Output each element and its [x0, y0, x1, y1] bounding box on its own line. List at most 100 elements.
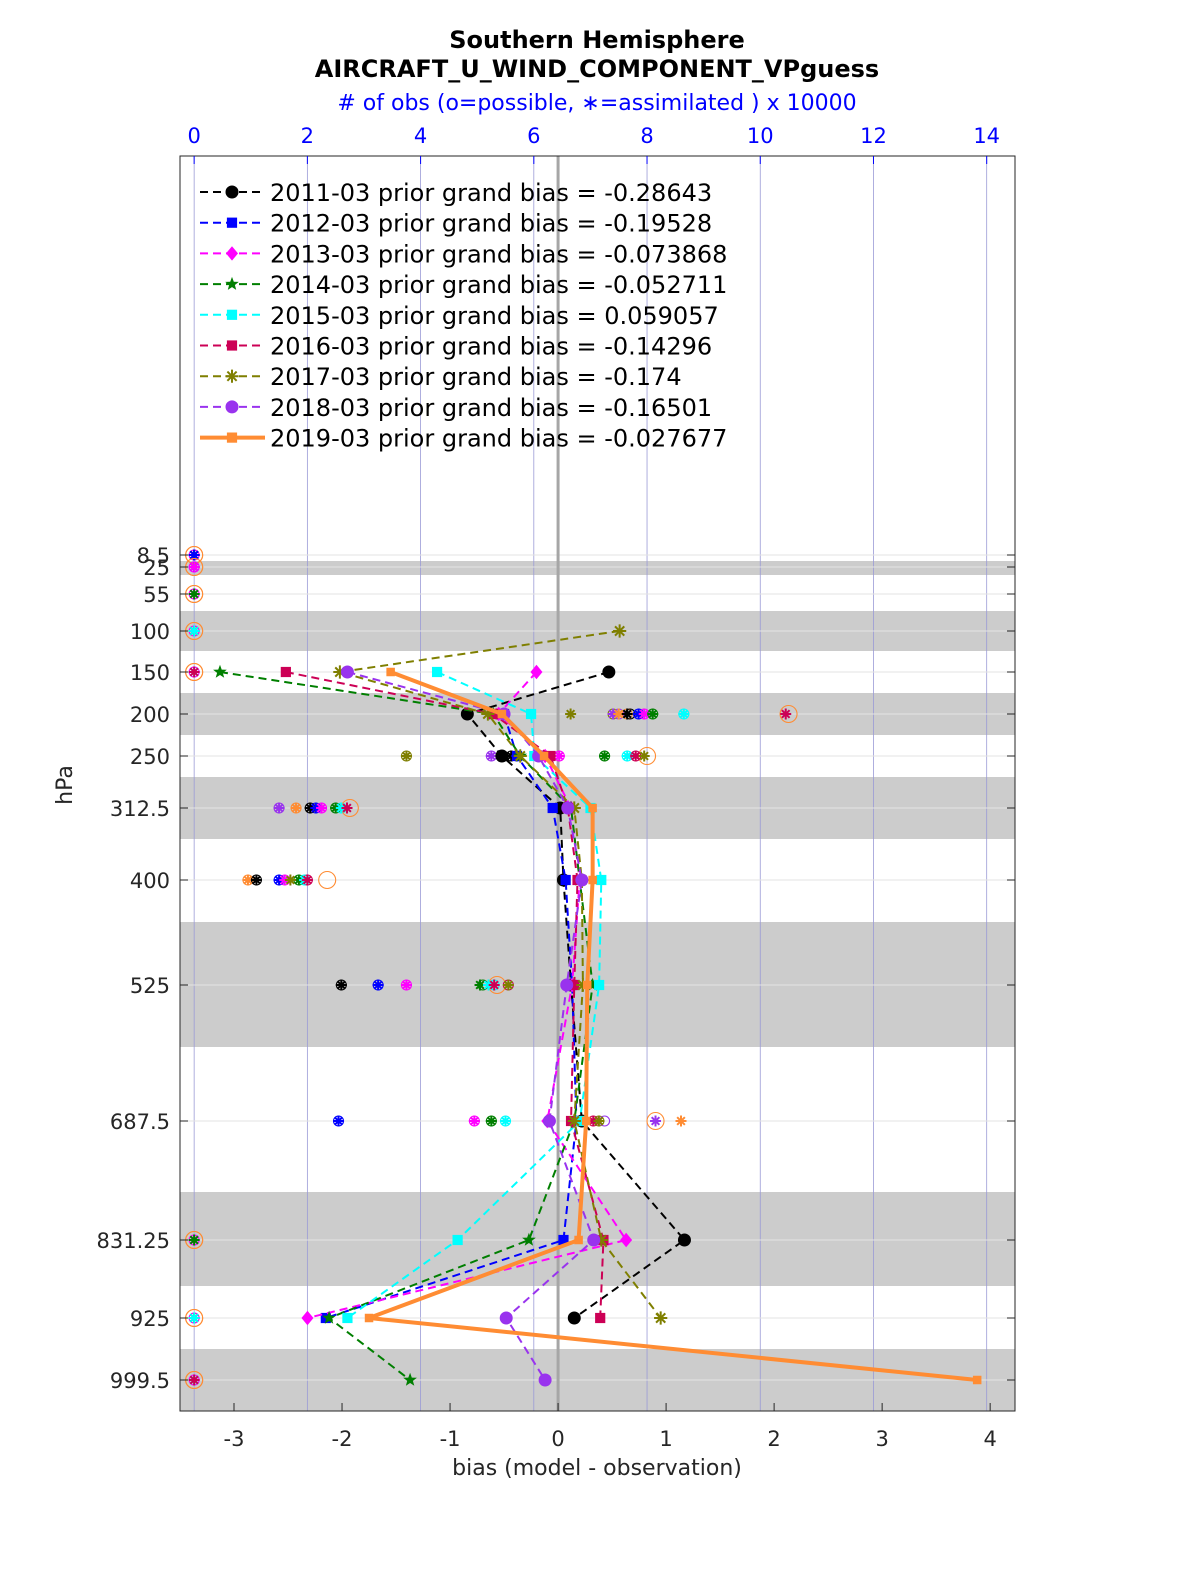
top-x-tick-label: 8	[640, 124, 653, 148]
y-tick-label: 400	[130, 869, 170, 893]
obs-possible-marker	[318, 870, 337, 890]
series-point	[602, 665, 616, 679]
series-line	[219, 671, 594, 1381]
y-tick-label: 8.5	[137, 544, 170, 568]
obs-assimilated-marker	[188, 666, 200, 678]
legend-label: 2015-03 prior grand bias = 0.059057	[270, 302, 719, 330]
legend-label: 2018-03 prior grand bias = -0.16501	[270, 394, 712, 422]
series-point	[558, 1234, 569, 1246]
series-point	[596, 874, 607, 886]
series-point	[567, 1114, 581, 1128]
obs-assimilated-marker	[273, 802, 285, 814]
legend-marker	[226, 217, 238, 228]
series-line	[325, 713, 578, 1319]
obs-assimilated-marker	[565, 708, 577, 720]
series-point	[569, 979, 580, 991]
series-point	[594, 979, 605, 991]
obs-assimilated-marker	[593, 1115, 605, 1127]
x-tick-label: -1	[440, 1427, 461, 1451]
series-point	[582, 980, 592, 990]
legend-label: 2016-03 prior grand bias = -0.14296	[270, 333, 712, 361]
obs-assimilated-marker	[188, 1234, 200, 1246]
y-tick-label: 312.5	[110, 797, 170, 821]
series-point	[386, 667, 395, 677]
obs-assimilated-marker	[650, 1115, 662, 1127]
obs-possible-marker	[779, 704, 798, 724]
series-point	[547, 802, 558, 814]
series-point	[322, 1310, 336, 1324]
legend-label: 2014-03 prior grand bias = -0.052711	[270, 271, 727, 299]
series-point	[333, 665, 347, 679]
series-point	[560, 978, 574, 992]
obs-count-markers	[185, 545, 798, 1390]
legend-label: 2011-03 prior grand bias = -0.28643	[270, 179, 712, 207]
obs-assimilated-marker	[372, 979, 384, 991]
series-point	[972, 1375, 982, 1385]
legend-label: 2012-03 prior grand bias = -0.19528	[270, 210, 712, 238]
obs-assimilated-marker	[333, 1115, 345, 1127]
series-point	[588, 803, 597, 813]
obs-assimilated-marker	[335, 979, 347, 991]
obs-assimilated-marker	[587, 1115, 599, 1127]
y-axis-label: hPa	[53, 765, 78, 805]
y-tick-label: 100	[130, 620, 170, 644]
obs-assimilated-marker	[621, 750, 633, 762]
series-point	[340, 665, 354, 679]
series-point	[620, 1232, 633, 1248]
series-point	[539, 751, 549, 761]
obs-assimilated-marker	[188, 1312, 200, 1324]
grid-lines	[180, 155, 1015, 1411]
obs-assimilated-marker	[304, 802, 316, 814]
series-6	[333, 624, 668, 1325]
obs-assimilated-marker	[638, 750, 650, 762]
obs-assimilated-marker	[273, 874, 285, 886]
obs-assimilated-marker	[250, 874, 262, 886]
series-point	[567, 1311, 581, 1325]
legend-marker	[225, 276, 239, 290]
obs-possible-marker	[646, 1111, 665, 1131]
series-point	[576, 978, 590, 992]
series-8	[364, 667, 982, 1385]
obs-assimilated-marker	[316, 802, 328, 814]
legend-marker	[225, 185, 239, 199]
obs-assimilated-marker	[675, 1115, 687, 1127]
obs-assimilated-marker	[188, 588, 200, 600]
obs-assimilated-marker	[630, 750, 642, 762]
series-point	[594, 1233, 608, 1247]
legend-marker	[225, 400, 239, 414]
series-point	[513, 749, 527, 763]
series-line	[339, 630, 662, 1319]
obs-assimilated-marker	[400, 979, 412, 991]
obs-assimilated-marker	[188, 625, 200, 637]
y-tick-label: 200	[130, 703, 170, 727]
series-point	[301, 1310, 314, 1326]
plot-frame	[179, 155, 1016, 1412]
series-point	[574, 1235, 583, 1245]
obs-assimilated-marker	[485, 1115, 497, 1127]
y-tick-label: 925	[130, 1307, 170, 1331]
obs-assimilated-marker	[500, 1115, 512, 1127]
series-point	[581, 1116, 591, 1126]
series-line	[346, 671, 603, 1319]
obs-assimilated-marker	[678, 708, 690, 720]
y-tick-label: 250	[130, 745, 170, 769]
series-point	[587, 1233, 601, 1247]
obs-assimilated-marker	[502, 979, 514, 991]
y-tick-label: 525	[130, 974, 170, 998]
x-tick-label: -2	[332, 1427, 353, 1451]
chart-subtitle: AIRCRAFT_U_WIND_COMPONENT_VPguess	[315, 55, 879, 83]
legend-marker	[226, 246, 238, 261]
obs-assimilated-marker	[633, 708, 645, 720]
top-x-tick-label: 6	[527, 124, 540, 148]
series-point	[530, 664, 543, 680]
top-x-tick-label: 4	[414, 124, 427, 148]
x-axis-label: bias (model - observation)	[452, 1456, 742, 1481]
series-point	[499, 1311, 513, 1325]
obs-assimilated-marker	[647, 708, 659, 720]
legend-marker	[225, 369, 239, 383]
x-tick-label: 3	[875, 1427, 888, 1451]
chart-title: Southern Hemisphere	[449, 26, 745, 54]
obs-assimilated-marker	[505, 750, 517, 762]
series-point	[561, 801, 575, 815]
